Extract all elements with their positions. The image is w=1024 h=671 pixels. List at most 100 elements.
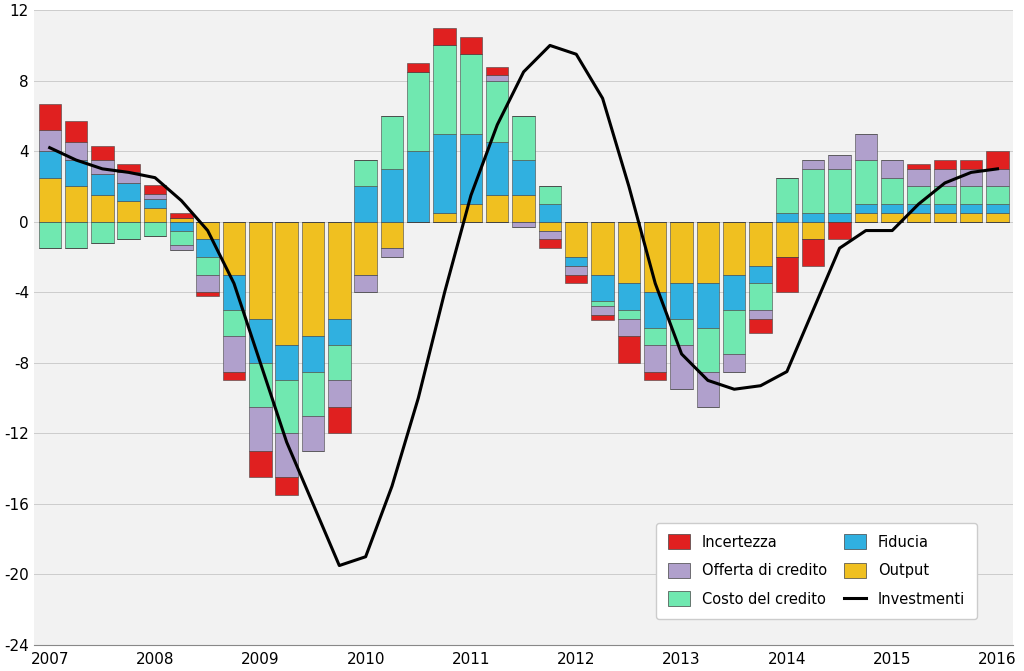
- Bar: [275, 345, 298, 380]
- Bar: [328, 319, 350, 345]
- Bar: [881, 213, 903, 221]
- Bar: [460, 37, 482, 54]
- Bar: [776, 213, 798, 221]
- Bar: [750, 319, 772, 333]
- Bar: [565, 221, 588, 257]
- Bar: [223, 336, 245, 372]
- Bar: [986, 213, 1009, 221]
- Bar: [249, 407, 271, 451]
- Bar: [723, 310, 745, 354]
- Bar: [223, 274, 245, 310]
- Bar: [855, 134, 878, 160]
- Bar: [249, 319, 271, 363]
- Bar: [302, 336, 325, 372]
- Bar: [223, 372, 245, 380]
- Bar: [539, 231, 561, 240]
- Bar: [197, 257, 219, 274]
- Bar: [65, 121, 87, 142]
- Bar: [776, 221, 798, 257]
- Bar: [433, 213, 456, 221]
- Bar: [91, 221, 114, 243]
- Bar: [249, 363, 271, 407]
- Bar: [143, 185, 166, 193]
- Bar: [617, 319, 640, 336]
- Bar: [143, 193, 166, 199]
- Bar: [671, 345, 693, 389]
- Bar: [592, 301, 613, 307]
- Bar: [750, 266, 772, 283]
- Bar: [565, 266, 588, 274]
- Bar: [249, 451, 271, 477]
- Bar: [433, 134, 456, 213]
- Bar: [486, 142, 509, 195]
- Bar: [381, 248, 403, 257]
- Bar: [934, 204, 956, 213]
- Bar: [644, 293, 667, 327]
- Bar: [354, 160, 377, 187]
- Bar: [907, 187, 930, 204]
- Bar: [592, 315, 613, 321]
- Bar: [460, 204, 482, 221]
- Bar: [696, 283, 719, 327]
- Bar: [223, 310, 245, 336]
- Bar: [512, 160, 535, 195]
- Bar: [750, 310, 772, 319]
- Bar: [118, 201, 140, 221]
- Bar: [961, 204, 982, 213]
- Bar: [197, 293, 219, 296]
- Bar: [197, 221, 219, 240]
- Bar: [617, 336, 640, 363]
- Bar: [249, 221, 271, 319]
- Bar: [118, 164, 140, 172]
- Bar: [39, 103, 60, 130]
- Bar: [671, 221, 693, 283]
- Bar: [696, 372, 719, 407]
- Bar: [302, 221, 325, 336]
- Bar: [512, 116, 535, 160]
- Bar: [275, 380, 298, 433]
- Bar: [486, 81, 509, 142]
- Bar: [328, 345, 350, 380]
- Bar: [934, 213, 956, 221]
- Bar: [802, 221, 824, 240]
- Bar: [486, 75, 509, 81]
- Legend: Incertezza, Offerta di credito, Costo del credito, Fiducia, Output, Investmenti: Incertezza, Offerta di credito, Costo de…: [656, 523, 977, 619]
- Bar: [486, 66, 509, 75]
- Bar: [961, 169, 982, 187]
- Bar: [354, 221, 377, 274]
- Bar: [328, 221, 350, 319]
- Bar: [275, 221, 298, 345]
- Bar: [302, 372, 325, 415]
- Bar: [170, 221, 193, 231]
- Bar: [433, 28, 456, 46]
- Bar: [354, 187, 377, 221]
- Bar: [170, 218, 193, 221]
- Bar: [750, 283, 772, 310]
- Bar: [39, 178, 60, 221]
- Bar: [539, 240, 561, 248]
- Bar: [170, 245, 193, 250]
- Bar: [275, 433, 298, 477]
- Bar: [644, 372, 667, 380]
- Bar: [723, 221, 745, 274]
- Bar: [39, 130, 60, 151]
- Bar: [118, 183, 140, 201]
- Bar: [723, 354, 745, 372]
- Bar: [65, 221, 87, 248]
- Bar: [881, 178, 903, 204]
- Bar: [802, 213, 824, 221]
- Bar: [986, 169, 1009, 187]
- Bar: [539, 187, 561, 204]
- Bar: [223, 221, 245, 274]
- Bar: [855, 213, 878, 221]
- Bar: [328, 407, 350, 433]
- Bar: [143, 199, 166, 207]
- Bar: [433, 46, 456, 134]
- Bar: [381, 221, 403, 248]
- Bar: [328, 380, 350, 407]
- Bar: [197, 274, 219, 293]
- Bar: [460, 54, 482, 134]
- Bar: [644, 345, 667, 372]
- Bar: [354, 274, 377, 293]
- Bar: [776, 178, 798, 213]
